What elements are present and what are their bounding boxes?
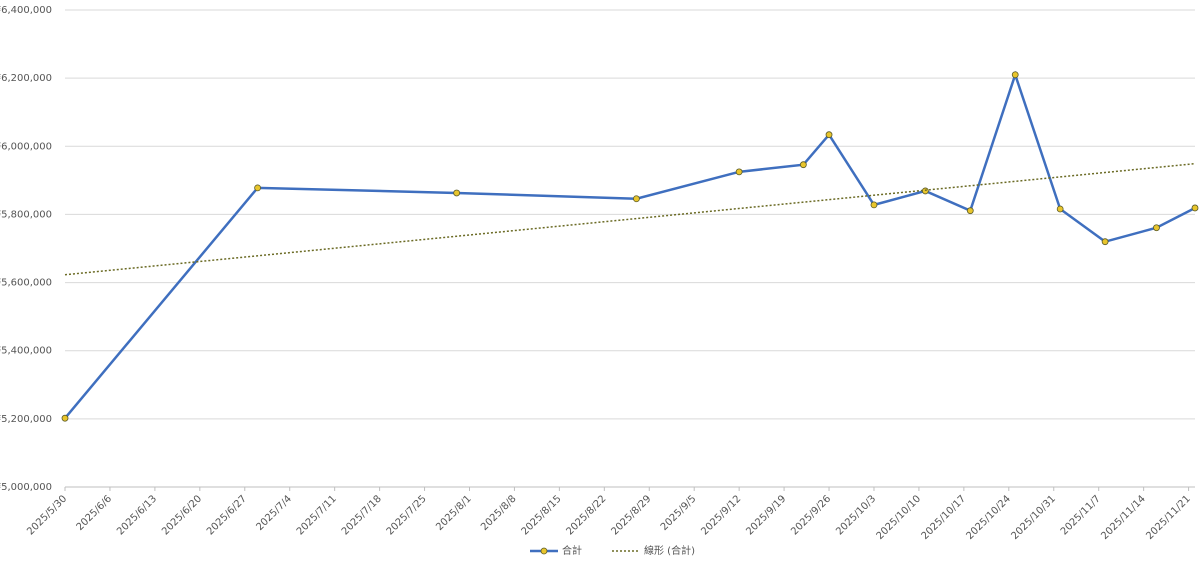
x-tick-label: 2025/7/25: [385, 493, 429, 537]
x-tick-label: 2025/6/13: [115, 493, 159, 537]
x-tick-label: 2025/10/17: [920, 493, 969, 542]
x-tick-label: 2025/8/29: [609, 493, 653, 537]
x-tick-label: 2025/11/14: [1099, 493, 1148, 542]
marker: [61, 414, 69, 422]
marker: [1191, 204, 1199, 212]
legend-marker: [540, 547, 548, 555]
legend-item: 合計: [530, 544, 582, 557]
x-tick-label: 2025/8/8: [479, 493, 519, 533]
x-tick-label: 2025/10/31: [1009, 493, 1058, 542]
x-tick-label: 2025/6/27: [205, 493, 249, 537]
x-tick-label: 2025/7/11: [295, 493, 339, 537]
legend-label: 線形 (合計): [644, 544, 695, 557]
marker: [1011, 71, 1019, 79]
marker: [633, 195, 640, 203]
y-tick-label: ¥6,000,000: [0, 141, 52, 152]
x-tick-label: 2025/9/5: [659, 493, 699, 533]
marker: [735, 168, 743, 176]
x-tick-label: 2025/11/7: [1059, 493, 1103, 537]
marker: [1153, 224, 1160, 232]
y-tick-label: ¥6,200,000: [0, 73, 52, 84]
marker: [799, 161, 807, 169]
x-tick-label: 2025/6/6: [75, 493, 115, 533]
x-tick-label: 2025/10/10: [875, 493, 924, 542]
x-tick-label: 2025/10/24: [965, 493, 1014, 542]
marker: [1056, 205, 1064, 213]
x-tick-label: 2025/8/22: [565, 493, 609, 537]
marker: [825, 131, 833, 139]
x-tick-label: 2025/9/12: [699, 493, 743, 537]
marker: [1101, 238, 1109, 246]
x-tick-label: 2025/8/15: [520, 493, 564, 537]
y-tick-label: ¥5,400,000: [0, 346, 52, 357]
x-tick-label: 2025/7/4: [254, 493, 294, 533]
y-tick-label: ¥5,200,000: [0, 414, 52, 425]
marker: [870, 201, 878, 209]
y-tick-label: ¥5,000,000: [0, 482, 52, 493]
x-tick-label: 2025/10/3: [834, 493, 878, 537]
x-tick-label: 2025/8/1: [434, 493, 474, 533]
x-tick-label: 2025/5/30: [25, 493, 69, 537]
x-tick-label: 2025/7/18: [340, 493, 384, 537]
x-tick-label: 2025/9/19: [744, 493, 788, 537]
y-tick-label: ¥5,800,000: [0, 209, 52, 220]
x-tick-label: 2025/9/26: [789, 493, 833, 537]
marker: [966, 207, 974, 215]
series-line: [64, 70, 1196, 419]
y-tick-label: ¥6,400,000: [0, 5, 52, 16]
marker: [254, 184, 262, 192]
marker: [453, 189, 461, 197]
legend-label: 合計: [562, 544, 582, 557]
x-tick-label: 2025/11/21: [1144, 493, 1193, 542]
series-line: [64, 162, 1196, 276]
y-tick-label: ¥5,600,000: [0, 278, 52, 289]
legend-item: 線形 (合計): [612, 544, 695, 557]
x-tick-label: 2025/6/20: [160, 493, 204, 537]
